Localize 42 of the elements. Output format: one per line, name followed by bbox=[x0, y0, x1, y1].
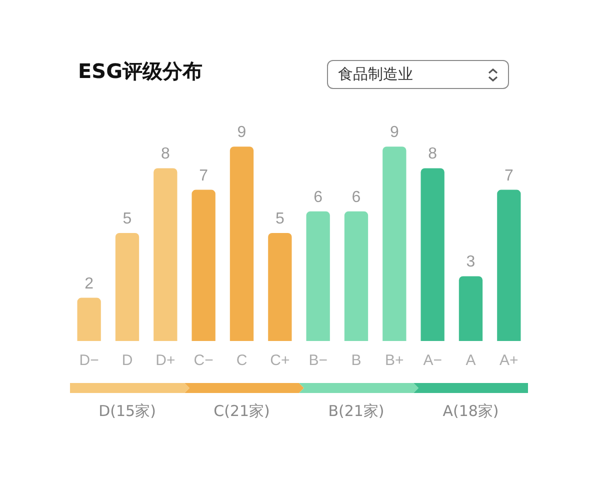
bar bbox=[382, 146, 406, 341]
dropdown-field: 食品制造业 bbox=[327, 60, 509, 89]
x-tick-label: D bbox=[122, 352, 133, 369]
bar bbox=[230, 146, 254, 341]
x-tick-label: A+ bbox=[500, 352, 519, 369]
x-tick-label: B− bbox=[308, 352, 328, 369]
data-label: 6 bbox=[314, 188, 323, 206]
x-tick-label: B bbox=[351, 352, 362, 369]
bar bbox=[306, 211, 330, 341]
bar bbox=[268, 233, 292, 341]
data-label: 9 bbox=[237, 124, 246, 142]
data-label: 2 bbox=[84, 275, 94, 292]
chart-title: ESG评级分布 bbox=[78, 58, 202, 85]
bar bbox=[458, 276, 483, 341]
data-label: 8 bbox=[160, 146, 170, 163]
data-label: 9 bbox=[390, 124, 399, 142]
x-tick-label: D+ bbox=[156, 352, 176, 369]
text: A(18家) bbox=[442, 402, 499, 421]
bar bbox=[344, 211, 368, 341]
x-tick-label: D− bbox=[79, 352, 100, 369]
data-label: 8 bbox=[428, 146, 438, 163]
text: C(21家) bbox=[214, 402, 270, 421]
x-tick-label: C bbox=[236, 352, 248, 369]
text: D(15家) bbox=[98, 402, 156, 421]
bar bbox=[154, 168, 178, 341]
bar bbox=[77, 298, 101, 341]
bar bbox=[115, 233, 140, 341]
data-label: 5 bbox=[122, 210, 132, 228]
data-label: 7 bbox=[199, 167, 208, 184]
bar bbox=[420, 168, 444, 341]
x-tick-label: C− bbox=[194, 352, 214, 369]
bar bbox=[192, 190, 216, 341]
text: B(21家) bbox=[328, 402, 384, 421]
bar bbox=[497, 190, 521, 341]
x-tick-label: A bbox=[466, 352, 476, 369]
data-label: 3 bbox=[466, 254, 476, 271]
x-tick-label: B+ bbox=[385, 352, 404, 369]
data-label: 7 bbox=[504, 167, 514, 184]
x-tick-label: A− bbox=[423, 352, 442, 369]
x-tick-label: C+ bbox=[270, 352, 290, 369]
data-label: 5 bbox=[275, 210, 284, 228]
data-label: 6 bbox=[352, 188, 361, 206]
